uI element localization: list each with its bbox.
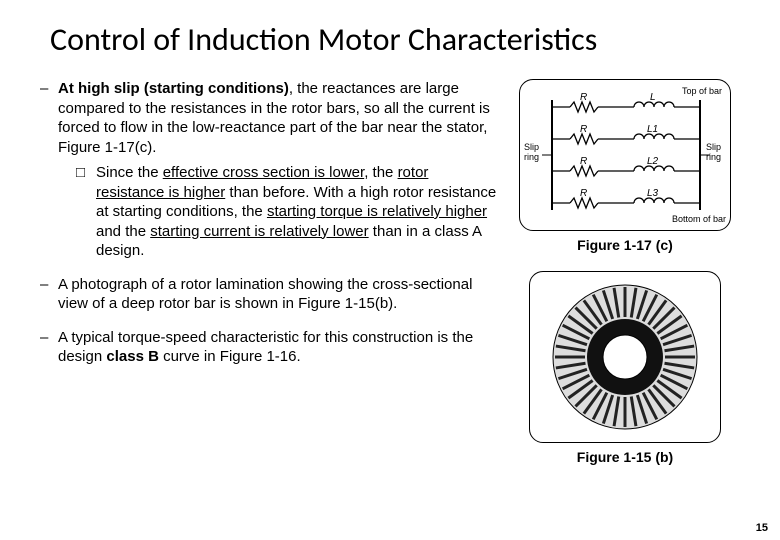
dash-icon: –: [40, 79, 58, 261]
figure-column: Top of bar Bottom of bar Slip ring Slip …: [510, 79, 740, 465]
figure-1-17c: Top of bar Bottom of bar Slip ring Slip …: [519, 79, 731, 231]
sub-bullet-1: □ Since the effective cross section is l…: [76, 163, 500, 261]
bullet-2-body: A photograph of a rotor lamination showi…: [58, 275, 500, 314]
slide: Control of Induction Motor Characteristi…: [0, 0, 780, 540]
rotor-lamination-icon: [540, 277, 710, 437]
dash-icon: –: [40, 275, 58, 314]
sb1-u1: effective cross section is lower: [163, 164, 364, 181]
f1-R4: R: [580, 188, 587, 199]
text-column: – At high slip (starting conditions) , th…: [40, 79, 500, 465]
square-icon: □: [76, 163, 96, 261]
f1-L3: L3: [647, 188, 659, 199]
bullet-1-lead: At high slip (starting conditions): [58, 80, 289, 97]
page-number: 15: [756, 522, 768, 534]
page-title: Control of Induction Motor Characteristi…: [50, 20, 740, 59]
f1-L2: L2: [647, 156, 659, 167]
b3-post: curve in Figure 1-16.: [159, 348, 301, 365]
bullet-2: – A photograph of a rotor lamination sho…: [40, 275, 500, 314]
sb1-m1: , the: [364, 164, 397, 181]
f1-bottom: Bottom of bar: [672, 214, 726, 224]
circuit-diagram-icon: Top of bar Bottom of bar Slip ring Slip …: [522, 82, 728, 228]
f1-left2: ring: [524, 152, 539, 162]
f1-left1: Slip: [524, 142, 539, 152]
bullet-1-body: At high slip (starting conditions), the …: [58, 79, 500, 261]
b3-bold: class B: [106, 348, 159, 365]
sb1-u4: starting current is relatively lower: [150, 223, 368, 240]
bullet-3-body: A typical torque-speed characteristic fo…: [58, 328, 500, 367]
content-row: – At high slip (starting conditions) , th…: [40, 79, 740, 465]
f1-L: L: [650, 92, 656, 103]
sb1-m3: and the: [96, 223, 150, 240]
f1-R3: R: [580, 156, 587, 167]
figure-1-17c-caption: Figure 1-17 (c): [577, 237, 673, 253]
sub-bullet-1-body: Since the effective cross section is low…: [96, 163, 500, 261]
f1-R2: R: [580, 124, 587, 135]
bullet-1: – At high slip (starting conditions) , th…: [40, 79, 500, 261]
f1-top: Top of bar: [682, 86, 722, 96]
figure-1-15b: [529, 271, 721, 443]
bullet-3: – A typical torque-speed characteristic …: [40, 328, 500, 367]
sb1-u3: starting torque is relatively higher: [267, 203, 487, 220]
sb1-pre: Since the: [96, 164, 163, 181]
f1-right2: ring: [706, 152, 721, 162]
dash-icon: –: [40, 328, 58, 367]
f1-R1: R: [580, 92, 587, 103]
f1-right1: Slip: [706, 142, 721, 152]
f1-L1: L1: [647, 124, 658, 135]
figure-1-15b-caption: Figure 1-15 (b): [577, 449, 673, 465]
